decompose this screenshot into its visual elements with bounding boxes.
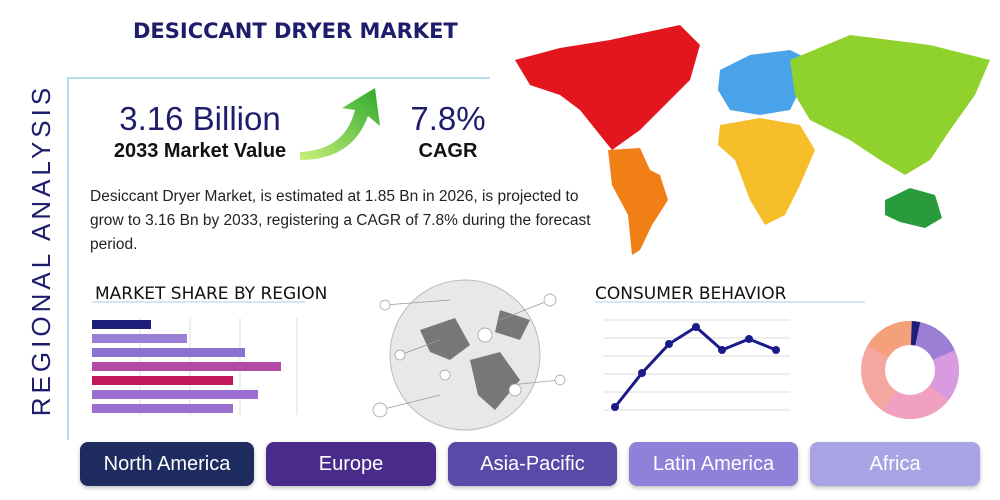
section-title: CONSUMER BEHAVIOR [595, 284, 787, 304]
growth-arrow [300, 88, 380, 160]
globe [372, 279, 566, 431]
line-grid [603, 319, 790, 411]
bars [92, 320, 281, 413]
donut [861, 320, 959, 419]
stat-label: 2033 Market Value [114, 140, 286, 162]
description: Desiccant Dryer Market, is estimated at … [90, 188, 591, 253]
side-title: REGIONAL ANALYSIS [26, 84, 56, 416]
stat-value: 7.8% [410, 100, 485, 137]
region-button[interactable]: North America [80, 442, 254, 486]
world-map [515, 25, 990, 255]
trend-line [611, 323, 780, 411]
region-button[interactable]: Europe [266, 442, 436, 486]
section-title: MARKET SHARE BY REGION [95, 284, 327, 304]
region-button[interactable]: Asia-Pacific [448, 442, 617, 486]
frame [67, 77, 490, 440]
title: DESICCANT DRYER MARKET [133, 19, 458, 43]
region-button[interactable]: Africa [810, 442, 980, 486]
stat-value: 3.16 Billion [119, 100, 280, 137]
region-button[interactable]: Latin America [629, 442, 798, 486]
stat-label: CAGR [419, 140, 478, 162]
